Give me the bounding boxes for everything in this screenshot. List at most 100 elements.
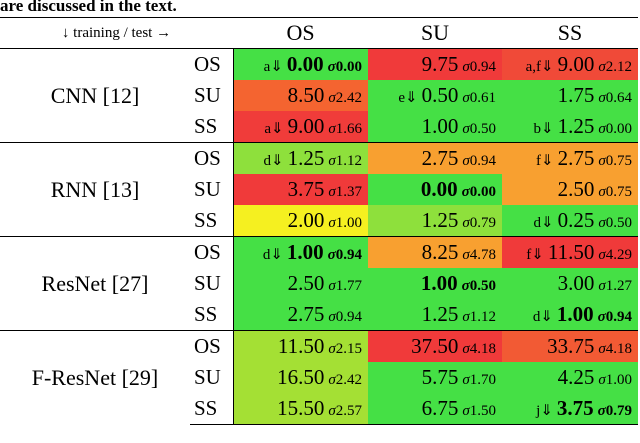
value: 2.50 xyxy=(557,177,595,201)
sigma: σ1.12 xyxy=(328,153,362,169)
value: 1.25 xyxy=(557,114,595,138)
sigma: σ0.94 xyxy=(327,247,362,263)
value: 1.75 xyxy=(557,83,595,107)
sigma: σ0.00 xyxy=(598,121,632,137)
result-cell: 16.50 σ2.42 xyxy=(233,362,368,393)
sigma: σ4.29 xyxy=(598,247,632,263)
value: 0.50 xyxy=(421,83,459,107)
note: a⇓ xyxy=(263,59,283,75)
sigma: σ0.94 xyxy=(597,309,632,325)
row-label: OS xyxy=(190,142,234,174)
sigma: σ0.75 xyxy=(598,184,632,200)
row-label: SU xyxy=(190,362,234,393)
note: f⇓ xyxy=(536,153,554,169)
sigma: σ0.94 xyxy=(462,59,496,75)
note: a,f⇓ xyxy=(525,59,554,75)
value: 0.00 xyxy=(420,177,458,201)
value: 8.50 xyxy=(287,83,325,107)
result-cell: 6.75 σ1.50 xyxy=(368,393,502,425)
note: d⇓ xyxy=(262,247,283,263)
result-cell: 4.25 σ1.00 xyxy=(502,362,638,393)
value: 9.00 xyxy=(557,52,595,76)
row-label: OS xyxy=(190,330,234,362)
result-cell: a,f⇓ 9.00 σ2.12 xyxy=(502,48,638,80)
result-cell: b⇓ 1.25 σ0.00 xyxy=(502,111,638,143)
row-label: OS xyxy=(190,48,234,80)
note: j⇓ xyxy=(536,403,553,419)
result-cell: f⇓ 11.50 σ4.29 xyxy=(502,236,638,268)
sigma: σ1.50 xyxy=(462,403,496,419)
result-cell: 37.50 σ4.18 xyxy=(368,330,502,362)
table-row: SS a⇓ 9.00 σ1.66 1.00 σ0.50 b⇓ 1.25 σ0.00 xyxy=(0,111,638,143)
result-cell: 15.50 σ2.57 xyxy=(233,393,368,425)
sigma: σ0.00 xyxy=(327,59,362,75)
sigma: σ1.37 xyxy=(328,184,362,200)
value: 0.25 xyxy=(557,208,595,232)
value: 9.00 xyxy=(287,114,325,138)
value: 1.25 xyxy=(287,146,325,170)
value: 1.25 xyxy=(421,208,459,232)
sigma: σ0.79 xyxy=(462,215,496,231)
value: 8.25 xyxy=(421,240,459,264)
value: 15.50 xyxy=(277,396,325,420)
column-header: SU xyxy=(368,17,502,49)
result-cell: d⇓ 1.00 σ0.94 xyxy=(233,236,368,268)
column-header: SS xyxy=(502,17,638,49)
sigma: σ2.12 xyxy=(598,59,632,75)
sigma: σ2.42 xyxy=(328,372,362,388)
value: 1.00 xyxy=(421,114,459,138)
value: 6.75 xyxy=(421,396,459,420)
table-row: SU 8.50 σ2.42 e⇓ 0.50 σ0.61 1.75 σ0.64 xyxy=(0,80,638,111)
sigma: σ0.50 xyxy=(461,278,496,294)
table-row: SU 16.50 σ2.42 5.75 σ1.70 4.25 σ1.00 xyxy=(0,362,638,393)
result-cell: a⇓ 9.00 σ1.66 xyxy=(233,111,368,143)
row-label: SU xyxy=(190,268,234,299)
row-label: SU xyxy=(190,80,234,111)
value: 33.75 xyxy=(547,334,595,358)
table-row: CNN [12] OS a⇓ 0.00 σ0.00 9.75 σ0.94 a,f⇓ 9.… xyxy=(0,48,638,143)
group-name: RNN [13] xyxy=(0,142,190,237)
value: 3.75 xyxy=(287,177,325,201)
result-cell: 2.00 σ1.00 xyxy=(233,205,368,237)
result-cell: j⇓ 3.75 σ0.79 xyxy=(502,393,638,425)
result-cell: 1.00 σ0.50 xyxy=(368,268,502,299)
sigma: σ1.77 xyxy=(328,278,362,294)
result-cell: 9.75 σ0.94 xyxy=(368,48,502,80)
header-row: ↓ training / test → OS SU SS xyxy=(0,17,638,49)
result-cell: 1.00 σ0.50 xyxy=(368,111,502,143)
group-name: ResNet [27] xyxy=(0,236,190,331)
sigma: σ0.50 xyxy=(598,215,632,231)
row-label: SS xyxy=(190,111,234,143)
result-cell: 1.25 σ1.12 xyxy=(368,299,502,331)
sigma: σ1.00 xyxy=(598,372,632,388)
value: 1.00 xyxy=(420,271,458,295)
value: 16.50 xyxy=(277,365,325,389)
result-cell: a⇓ 0.00 σ0.00 xyxy=(233,48,368,80)
value: 1.00 xyxy=(286,240,324,264)
group-name: F-ResNet [29] xyxy=(0,330,190,425)
sigma: σ1.00 xyxy=(328,215,362,231)
result-cell: d⇓ 1.00 σ0.94 xyxy=(502,299,638,331)
value: 4.25 xyxy=(557,365,595,389)
result-cell: e⇓ 0.50 σ0.61 xyxy=(368,80,502,111)
value: 9.75 xyxy=(421,52,459,76)
row-label: SU xyxy=(190,174,234,205)
group-name: CNN [12] xyxy=(0,48,190,143)
result-cell: 1.75 σ0.64 xyxy=(502,80,638,111)
result-cell: d⇓ 1.25 σ1.12 xyxy=(233,142,368,174)
table-row: SS 15.50 σ2.57 6.75 σ1.50 j⇓ 3.75 σ0.79 xyxy=(0,393,638,425)
sigma: σ4.78 xyxy=(462,247,496,263)
sigma: σ4.18 xyxy=(462,341,496,357)
sigma: σ2.15 xyxy=(328,341,362,357)
table-row: SU 3.75 σ1.37 0.00 σ0.00 2.50 σ0.75 xyxy=(0,174,638,205)
sigma: σ0.00 xyxy=(461,184,496,200)
value: 3.75 xyxy=(556,396,594,420)
sigma: σ4.18 xyxy=(598,341,632,357)
sigma: σ0.64 xyxy=(598,90,632,106)
result-cell: d⇓ 0.25 σ0.50 xyxy=(502,205,638,237)
result-cell: 2.50 σ0.75 xyxy=(502,174,638,205)
note: e⇓ xyxy=(398,90,418,106)
value: 2.75 xyxy=(287,302,325,326)
result-cell: 8.50 σ2.42 xyxy=(233,80,368,111)
value: 37.50 xyxy=(411,334,459,358)
